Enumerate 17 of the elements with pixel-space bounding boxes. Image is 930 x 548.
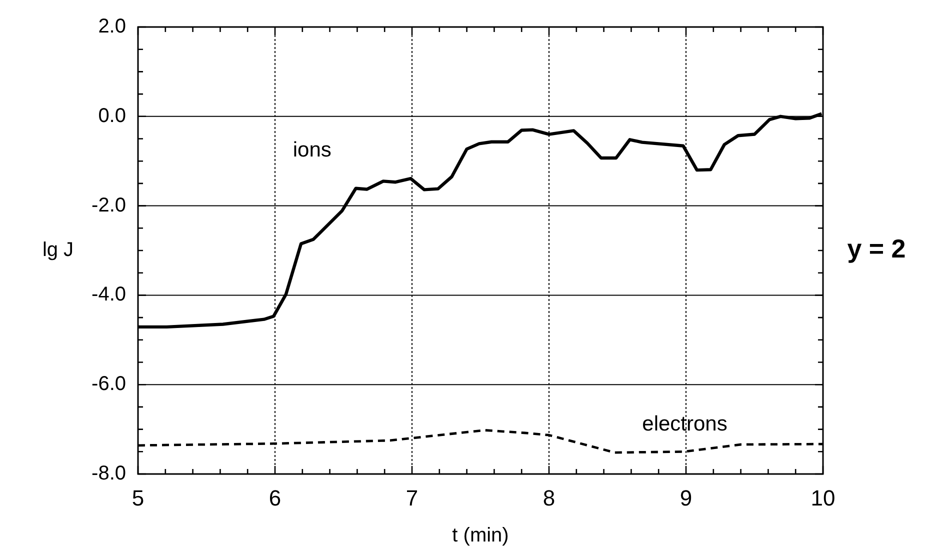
text: y = 2 <box>847 234 906 264</box>
y-tick-label: 2.0 <box>98 16 126 38</box>
x-tick-label: 9 <box>680 485 692 510</box>
x-tick-label: 7 <box>406 485 418 510</box>
y-axis-title: lg J <box>42 239 74 262</box>
x-tick-label: 6 <box>268 485 282 510</box>
x-tick-label: 10 <box>810 485 836 510</box>
y-tick-label: -6.0 <box>92 373 126 396</box>
y-tick-label: 0.0 <box>98 104 126 127</box>
x-tick-label: 8 <box>542 485 556 510</box>
series-label: electrons <box>642 412 728 436</box>
series-label: ions <box>292 138 332 162</box>
y-tick-label: -2.0 <box>92 194 126 216</box>
x-axis-title: t (min) <box>452 524 509 547</box>
y-tick-label: -8.0 <box>92 462 126 485</box>
x-tick-label: 5 <box>132 485 144 510</box>
y-tick-label: -4.0 <box>92 284 126 306</box>
